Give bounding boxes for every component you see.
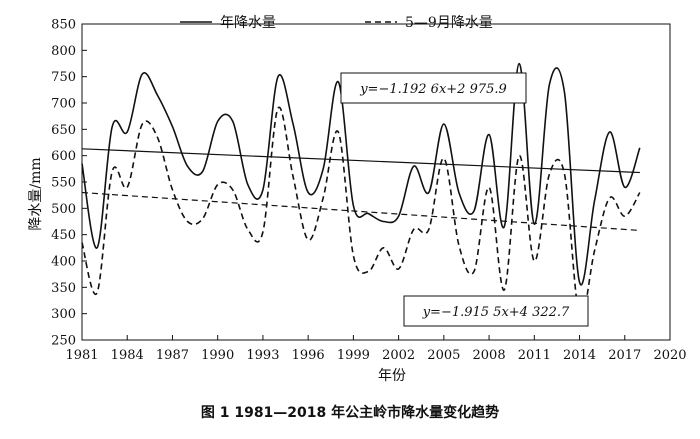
x-tick-label: 1999: [337, 348, 370, 363]
legend-label: 5—9月降水量: [405, 15, 493, 31]
trend-equation: y=−1.915 5x+4 322.7: [422, 305, 570, 320]
y-tick-label: 250: [51, 334, 76, 349]
series-layer: [81, 62, 641, 319]
x-tick-label: 2020: [653, 348, 686, 363]
legend-label: 年降水量: [220, 15, 276, 31]
y-tick-label: 500: [51, 202, 76, 217]
y-tick-label: 300: [51, 307, 76, 322]
annual-precipitation-line: [81, 62, 641, 286]
trend-layer: [81, 148, 640, 232]
legend: 年降水量 5—9月降水量: [180, 15, 493, 31]
x-tick-label: 1987: [156, 348, 189, 363]
x-tick-label: 2008: [473, 348, 506, 363]
y-tick-label: 750: [51, 70, 76, 85]
y-tick-label: 600: [51, 149, 76, 164]
may-sep-trend-line: [81, 191, 640, 232]
y-tick-label: 650: [51, 123, 76, 138]
x-tick-label: 1996: [292, 348, 325, 363]
x-tick-label: 1993: [246, 348, 279, 363]
x-tick-label: 2014: [563, 348, 596, 363]
equation-layer: y=−1.192 6x+2 975.9 y=−1.915 5x+4 322.7: [340, 72, 589, 327]
y-tick-label: 700: [51, 97, 76, 112]
may-sep-precipitation-line: [81, 106, 641, 319]
x-tick-label: 2002: [382, 348, 415, 363]
y-tick-label: 350: [51, 281, 76, 296]
axis-layer: 250 300 350 400 450 500 550 600 650 700 750 800 850 1…: [51, 18, 686, 364]
annual-trend-line: [81, 148, 640, 174]
plot-frame: [81, 23, 671, 341]
y-axis-title: 降水量/mm: [28, 157, 44, 230]
x-tick-label: 1981: [65, 348, 98, 363]
y-tick-label: 550: [51, 176, 76, 191]
precipitation-chart: 250 300 350 400 450 500 550 600 650 700 750 800 850 1…: [28, 15, 687, 384]
equation-box: [340, 72, 527, 104]
y-tick-label: 400: [51, 255, 76, 270]
x-tick-label: 1990: [201, 348, 234, 363]
x-tick-label: 2005: [427, 348, 460, 363]
trend-equation: y=−1.192 6x+2 975.9: [359, 82, 507, 97]
equation-box: [403, 295, 589, 327]
y-tick-label: 850: [51, 18, 76, 33]
x-tick-label: 1984: [111, 348, 144, 363]
y-tick-label: 800: [51, 44, 76, 59]
x-tick-label: 2017: [608, 348, 641, 363]
y-tick-label: 450: [51, 228, 76, 243]
x-axis-title: 年份: [378, 368, 406, 384]
figure-caption: 图 1 1981—2018 年公主岭市降水量变化趋势: [200, 405, 500, 421]
x-tick-label: 2011: [518, 348, 551, 363]
